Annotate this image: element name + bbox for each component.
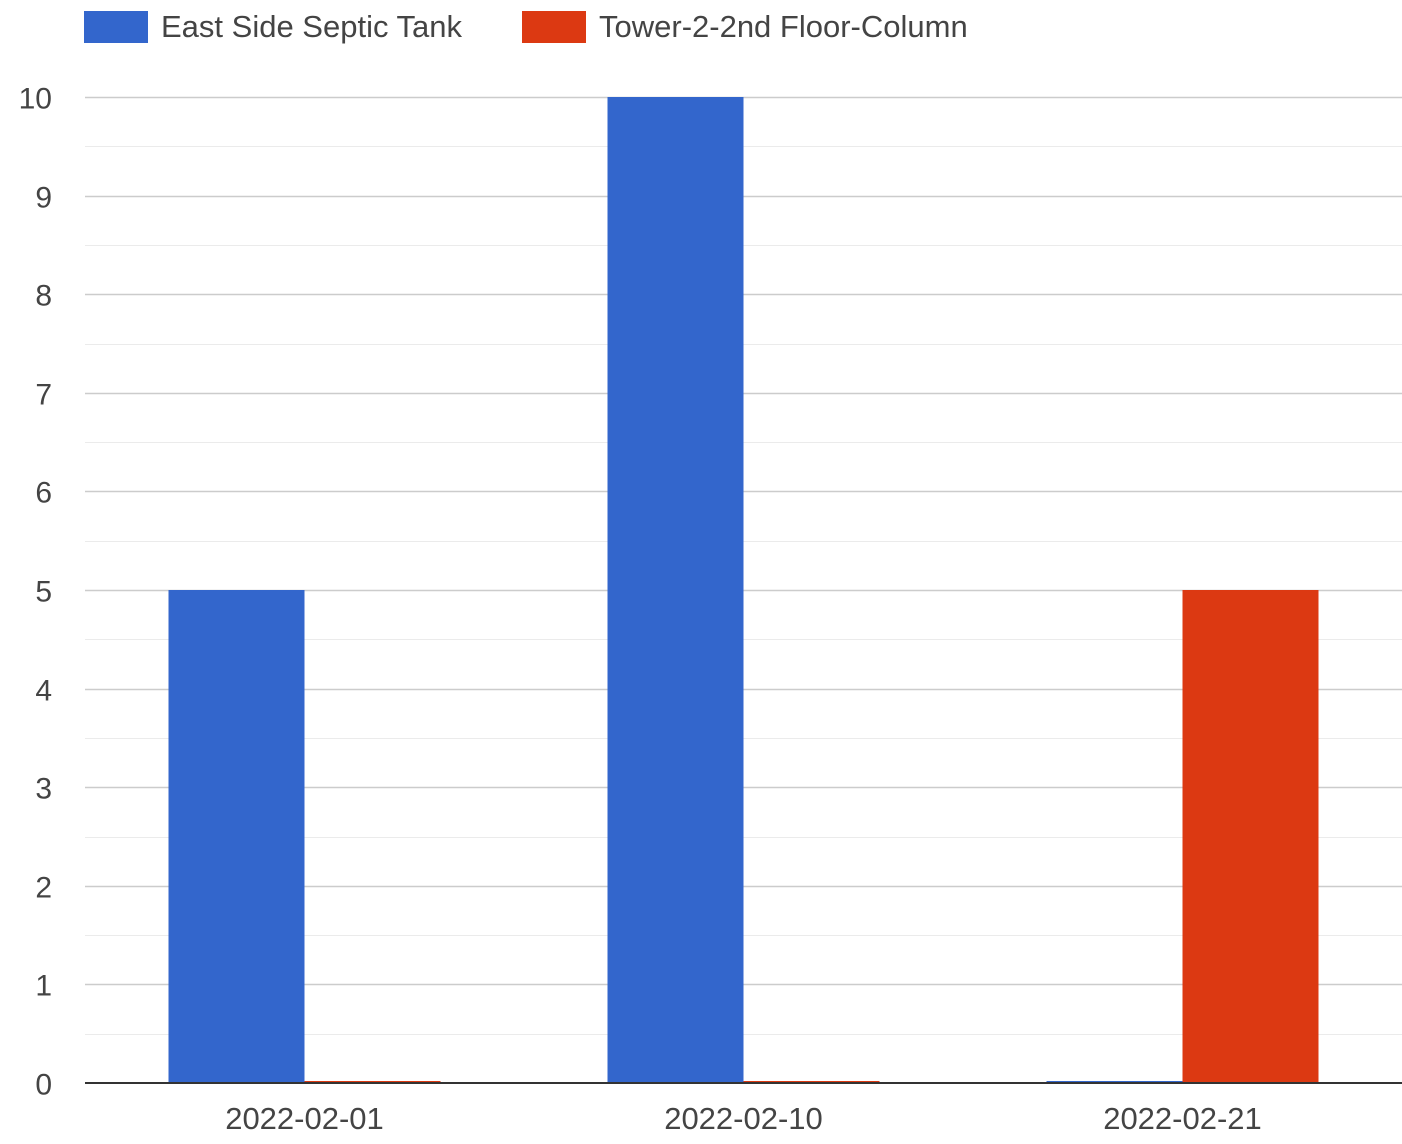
y-tick-label: 7 (35, 379, 52, 412)
y-axis-ticks: 0 1 2 3 4 5 6 7 8 9 10 (19, 83, 52, 1102)
y-tick-label: 3 (35, 773, 52, 806)
x-tick-label: 2022-02-01 (225, 1101, 384, 1136)
legend-swatch (522, 11, 586, 43)
legend-swatch (84, 11, 148, 43)
bars (168, 97, 1319, 1083)
y-tick-label: 1 (35, 970, 52, 1003)
bar-east-side-septic-tank-2022-02-10 (607, 97, 744, 1083)
y-tick-label: 9 (35, 182, 52, 215)
y-tick-label: 2 (35, 872, 52, 905)
x-tick-label: 2022-02-10 (664, 1101, 823, 1136)
y-tick-label: 10 (19, 83, 52, 116)
bar-tower-2-2nd-floor-column-2022-02-21 (1182, 590, 1319, 1083)
y-tick-label: 6 (35, 477, 52, 510)
bar-east-side-septic-tank-2022-02-01 (168, 590, 305, 1083)
y-tick-label: 8 (35, 280, 52, 313)
legend-label: Tower-2-2nd Floor-Column (599, 9, 968, 44)
y-tick-label: 0 (35, 1069, 52, 1102)
legend: East Side Septic Tank Tower-2-2nd Floor-C… (84, 9, 968, 44)
legend-label: East Side Septic Tank (161, 9, 462, 44)
y-tick-label: 4 (35, 675, 52, 708)
x-tick-label: 2022-02-21 (1103, 1101, 1262, 1136)
x-axis-labels: 2022-02-01 2022-02-10 2022-02-21 (225, 1101, 1262, 1136)
y-tick-label: 5 (35, 576, 52, 609)
